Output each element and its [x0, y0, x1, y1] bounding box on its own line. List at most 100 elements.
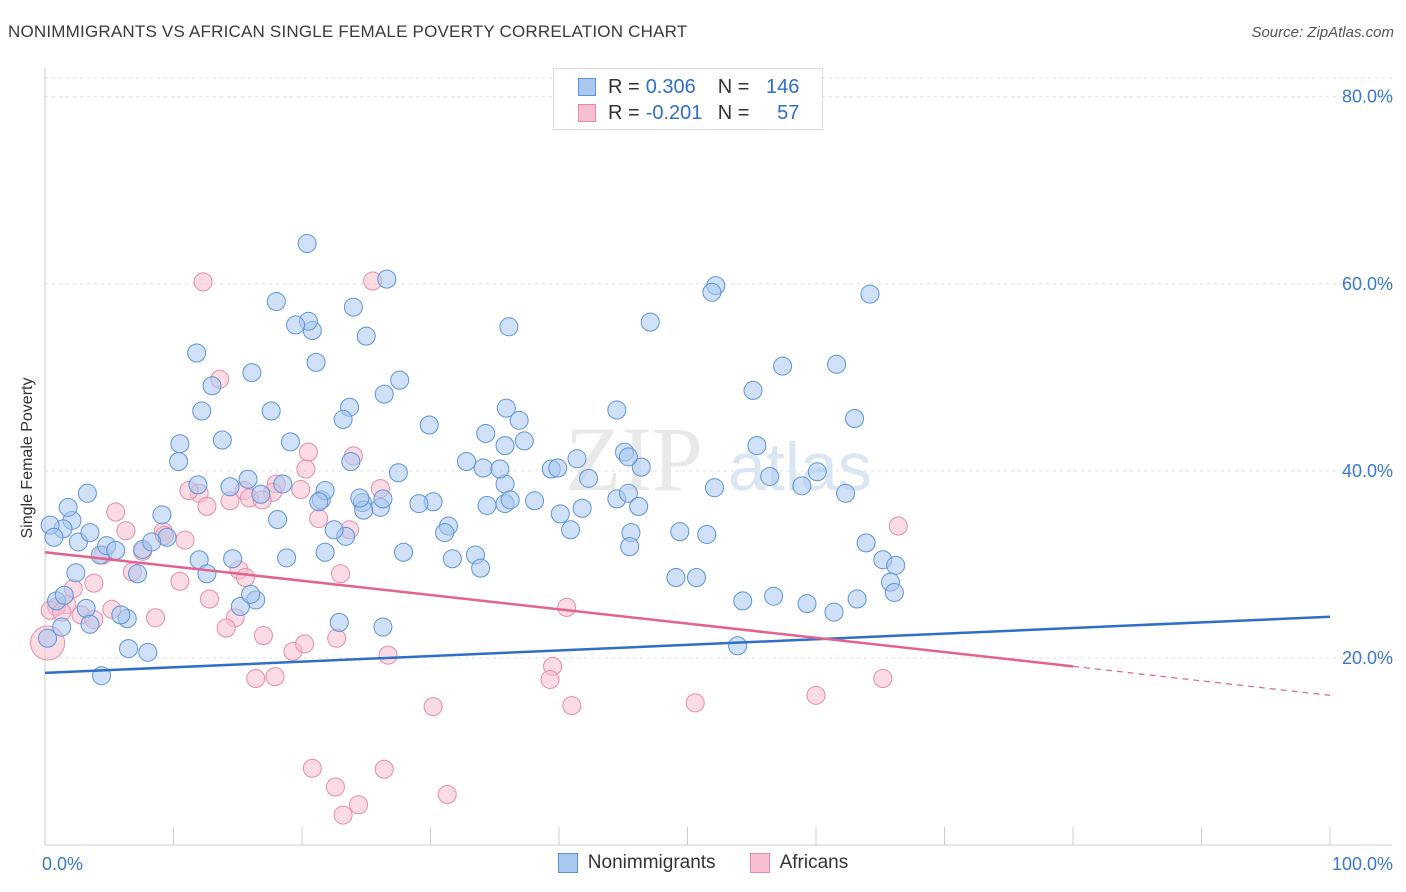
nonimmigrants-point [548, 458, 568, 478]
legend-r-label: R = [608, 101, 640, 124]
nonimmigrants-point [238, 469, 258, 489]
correlation-legend: R = 0.306 N = 146 R = -0.201 N = 57 [553, 68, 823, 130]
nonimmigrants-point [230, 596, 250, 616]
nonimmigrants-point [333, 409, 353, 429]
nonimmigrants-point [728, 636, 748, 656]
nonimmigrants-point [490, 459, 510, 479]
nonimmigrants-point [856, 533, 876, 553]
nonimmigrants-point [561, 520, 581, 540]
trend-lines [44, 550, 1331, 696]
nonimmigrants-point [309, 492, 329, 512]
nonimmigrants-point [827, 354, 847, 374]
nonimmigrants-point [845, 408, 865, 428]
nonimmigrants-point [666, 567, 686, 587]
nonimmigrants-point [456, 452, 476, 471]
nonimmigrants-point [223, 549, 243, 569]
nonimmigrants-point [286, 315, 306, 335]
africans-trend-extension [1072, 665, 1331, 696]
nonimmigrants-point [884, 582, 904, 602]
nonimmigrants-point [350, 488, 370, 508]
nonimmigrants-point [373, 617, 393, 637]
nonimmigrants-point [807, 462, 827, 482]
nonimmigrants-point [54, 585, 74, 605]
nonimmigrants-point [142, 532, 162, 552]
africans-point [540, 669, 560, 689]
africans-point [235, 567, 255, 587]
africans-point [295, 634, 315, 654]
nonimmigrants-point [280, 432, 300, 452]
series-legend: Nonimmigrants Africans [0, 852, 1406, 874]
tick-labels: 20.0% 40.0% 60.0% 80.0% 0.0% 100.0% [42, 87, 1393, 874]
legend-swatch-pink [578, 104, 596, 122]
nonimmigrants-point [629, 496, 649, 516]
nonimmigrants-point [58, 497, 78, 517]
nonimmigrants-point [106, 540, 126, 560]
africans-points [30, 271, 908, 825]
nonimmigrants-point [419, 415, 439, 435]
nonimmigrants-point [76, 598, 96, 618]
nonimmigrants-point [764, 586, 784, 606]
africans-point [193, 272, 213, 292]
x-tick-label: 100.0% [1332, 854, 1393, 874]
source-credit: Source: ZipAtlas.com [1251, 24, 1394, 41]
africans-point [309, 509, 329, 529]
africans-point [253, 625, 273, 645]
nonimmigrants-point [620, 537, 640, 557]
africans-point [265, 667, 285, 687]
nonimmigrants-point [390, 370, 410, 390]
legend-item-africans[interactable]: Africans [749, 852, 848, 874]
axes [44, 68, 1392, 846]
y-tick-label: 60.0% [1342, 274, 1393, 294]
nonimmigrants-point [702, 282, 722, 302]
africans-point [349, 795, 369, 815]
africans-point [246, 669, 266, 689]
legend-r-value: 0.306 [645, 75, 696, 98]
nonimmigrants-point [111, 605, 131, 625]
nonimmigrants-point [315, 542, 335, 562]
legend-swatch-blue [557, 853, 578, 873]
nonimmigrants-points [38, 234, 906, 686]
africans-point [685, 693, 705, 713]
nonimmigrants-point [212, 430, 232, 450]
legend-swatch-blue [578, 78, 596, 96]
legend-item-nonimmigrants[interactable]: Nonimmigrants [557, 852, 716, 874]
nonimmigrants-point [743, 380, 763, 400]
nonimmigrants-point [847, 589, 867, 609]
nonimmigrants-point [640, 312, 660, 332]
nonimmigrants-point [202, 376, 222, 396]
africans-point [888, 516, 908, 536]
nonimmigrants-point [495, 436, 515, 456]
africans-point [374, 759, 394, 779]
legend-row-nonimmigrants: R = 0.306 N = 146 [578, 75, 799, 99]
nonimmigrants-point [525, 491, 545, 511]
nonimmigrants-point [773, 356, 793, 376]
nonimmigrants-point [52, 617, 72, 637]
africans-trend-line [44, 550, 1074, 668]
africans-point [806, 685, 826, 705]
nonimmigrants-trend-line [44, 615, 1331, 675]
nonimmigrants-point [607, 400, 627, 420]
nonimmigrants-point [572, 498, 592, 518]
nonimmigrants-point [394, 542, 414, 562]
nonimmigrants-point [618, 447, 638, 467]
nonimmigrants-point [509, 410, 529, 430]
nonimmigrants-point [496, 398, 516, 418]
nonimmigrants-point [44, 527, 64, 547]
africans-point [327, 628, 347, 648]
legend-swatch-pink [749, 853, 770, 873]
nonimmigrants-point [187, 343, 207, 363]
africans-point [84, 573, 104, 593]
nonimmigrants-point [119, 639, 139, 659]
nonimmigrants-point [435, 523, 455, 543]
nonimmigrants-point [704, 478, 724, 498]
x-tick-label: 0.0% [42, 854, 83, 874]
africans-point [325, 777, 345, 797]
chart-title: NONIMMIGRANTS VS AFRICAN SINGLE FEMALE P… [8, 22, 688, 41]
nonimmigrants-point [471, 558, 491, 578]
nonimmigrants-point [500, 490, 520, 510]
y-tick-label: 20.0% [1342, 648, 1393, 668]
nonimmigrants-point [631, 457, 651, 477]
africans-point [437, 784, 457, 804]
nonimmigrants-point [152, 505, 172, 525]
nonimmigrants-point [792, 476, 812, 496]
